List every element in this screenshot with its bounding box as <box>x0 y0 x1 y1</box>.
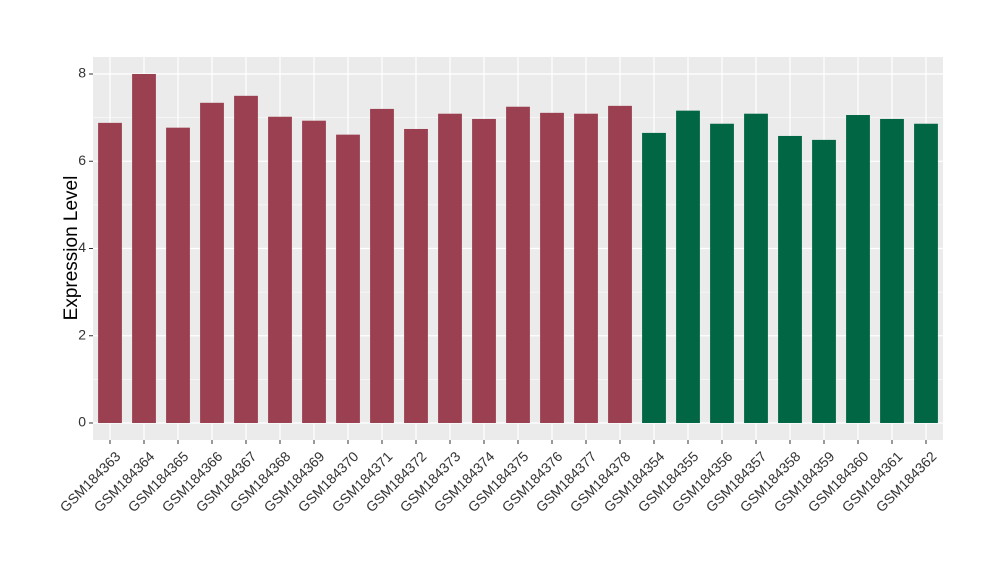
bar <box>642 132 666 423</box>
bar <box>914 123 938 423</box>
y-tick-label: 4 <box>78 239 86 255</box>
bar <box>540 112 564 423</box>
bar <box>438 113 462 423</box>
bar <box>336 134 360 423</box>
y-tick-label: 8 <box>78 65 86 81</box>
bar <box>846 115 870 423</box>
bar <box>710 123 734 423</box>
bar <box>302 120 326 423</box>
bar <box>506 106 530 423</box>
bar <box>574 113 598 423</box>
bar <box>744 113 768 423</box>
bar <box>132 74 156 423</box>
y-tick-label: 6 <box>78 152 86 168</box>
y-axis-title: Expression Level <box>61 176 82 321</box>
bar <box>200 102 224 423</box>
y-tick-label: 2 <box>78 326 86 342</box>
bar <box>608 105 632 423</box>
bar <box>676 110 700 423</box>
bar <box>370 108 394 423</box>
bar <box>880 118 904 423</box>
bar <box>166 127 190 423</box>
bar <box>98 122 122 423</box>
bar <box>812 139 836 423</box>
y-tick-label: 0 <box>78 414 86 430</box>
bar <box>472 118 496 423</box>
bar <box>778 135 802 423</box>
bar <box>404 128 428 423</box>
bar <box>268 116 292 423</box>
bar <box>234 95 258 423</box>
